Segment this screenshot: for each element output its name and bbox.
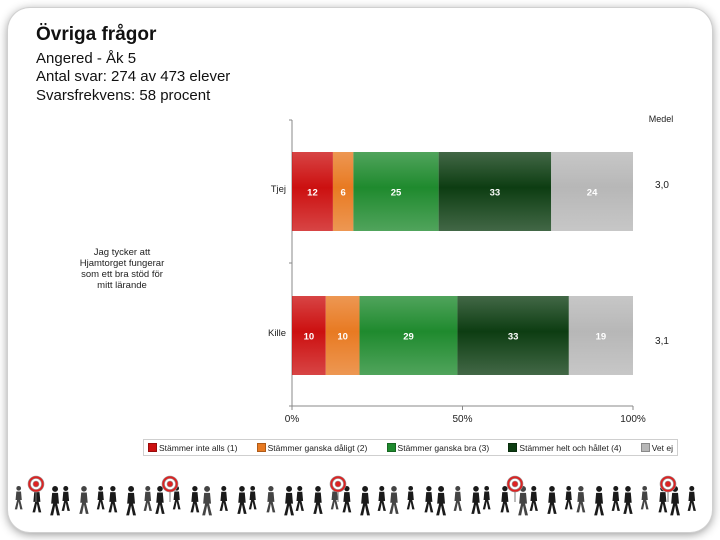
question-label: Jag tycker att Hjamtorget fungerar som ett… xyxy=(80,247,164,291)
legend-label: Stämmer helt och hållet (4) xyxy=(519,442,622,453)
bar-value-label: 24 xyxy=(587,188,598,199)
legend-label: Stämmer ganska dåligt (2) xyxy=(267,442,368,453)
walking-person-icon xyxy=(96,486,105,510)
walking-person-icon xyxy=(266,486,276,513)
bar-segment xyxy=(292,296,326,375)
bar-segment xyxy=(359,296,458,375)
walking-person-icon xyxy=(79,486,89,514)
walking-person-icon xyxy=(313,486,323,514)
walking-person-icon xyxy=(219,486,228,511)
walking-person-icon xyxy=(424,486,434,513)
walking-person-icon xyxy=(471,486,481,514)
question-label-line: som ett bra stöd för xyxy=(81,269,163,280)
bar-segment xyxy=(325,296,360,375)
legend-item: Stämmer ganska bra (3) xyxy=(386,442,490,453)
bar-value-label: 33 xyxy=(508,332,519,343)
target-icon xyxy=(161,475,179,502)
bar-value-label: 6 xyxy=(341,188,346,199)
walking-person-icon xyxy=(594,486,604,516)
legend-swatch xyxy=(148,443,157,452)
legend-swatch xyxy=(256,443,266,452)
walking-person-icon xyxy=(155,486,165,514)
response-rate-line: Svarsfrekvens: 58 procent xyxy=(36,87,211,104)
walking-person-icon xyxy=(190,486,200,513)
walking-person-icon xyxy=(14,486,23,510)
walking-person-icon xyxy=(529,486,538,511)
walking-person-icon xyxy=(284,486,294,516)
legend-item: Stämmer inte alls (1) xyxy=(148,443,237,453)
walking-person-icon xyxy=(640,486,649,510)
bar-value-label: 33 xyxy=(490,188,501,199)
walking-person-icon xyxy=(50,486,60,516)
walking-person-icon xyxy=(547,486,557,514)
x-tick-label: 50% xyxy=(452,414,472,425)
walking-person-icon xyxy=(406,486,415,510)
walking-person-icon xyxy=(108,486,118,513)
walking-person-icon xyxy=(436,486,446,516)
walking-person-icon xyxy=(564,486,573,510)
legend-swatch xyxy=(508,443,518,452)
legend-label: Vet ej xyxy=(651,442,673,453)
bar-value-label: 29 xyxy=(403,332,414,343)
walking-person-icon xyxy=(295,486,304,511)
bar-segment xyxy=(551,152,633,231)
walking-person-icon xyxy=(237,486,247,514)
bar-segment xyxy=(353,152,439,231)
response-count-line: Antal svar: 274 av 473 elever xyxy=(36,68,231,85)
question-label-line: mitt lärande xyxy=(97,280,147,291)
x-tick-label: 0% xyxy=(285,414,300,425)
target-icon xyxy=(659,475,677,502)
walking-person-icon xyxy=(576,486,586,513)
walking-person-icon xyxy=(500,486,510,513)
walking-person-icon xyxy=(342,486,352,513)
legend-item: Stämmer ganska dåligt (2) xyxy=(256,442,368,453)
target-icon xyxy=(506,475,524,502)
mean-value: 3,1 xyxy=(655,336,669,347)
question-label-line: Hjamtorget fungerar xyxy=(80,258,164,269)
walking-person-icon xyxy=(687,486,696,511)
legend-label: Stämmer ganska bra (3) xyxy=(397,442,490,453)
school-grade-line: Angered - Åk 5 xyxy=(36,50,137,67)
walking-person-icon xyxy=(482,486,491,510)
chart-legend: Stämmer inte alls (1) Stämmer ganska dåli… xyxy=(143,439,678,456)
legend-label: Stämmer inte alls (1) xyxy=(159,442,238,453)
legend-item: Vet ej xyxy=(640,442,673,453)
bar-value-label: 12 xyxy=(307,188,318,199)
mean-header: Medel xyxy=(649,114,674,124)
bar-value-label: 25 xyxy=(391,188,402,199)
walking-person-icon xyxy=(611,486,620,511)
bar-segment xyxy=(457,296,569,375)
legend-swatch xyxy=(386,443,396,452)
bar-value-label: 19 xyxy=(596,332,607,343)
target-icon xyxy=(329,475,347,502)
page-title: Övriga frågor xyxy=(36,24,157,45)
mean-value: 3,0 xyxy=(655,180,669,191)
walking-person-icon xyxy=(248,486,257,510)
walking-person-icon xyxy=(518,486,528,516)
question-label-line: Jag tycker att xyxy=(94,247,151,258)
target-icon xyxy=(27,475,45,502)
walking-person-icon xyxy=(377,486,386,511)
walking-person-icon xyxy=(389,486,399,514)
walking-person-icon xyxy=(126,486,136,516)
bar-segment xyxy=(568,296,633,375)
bar-segment xyxy=(292,152,333,231)
bar-value-label: 10 xyxy=(304,332,315,343)
bar-segment xyxy=(332,152,354,231)
category-label: Kille xyxy=(268,328,286,339)
legend-item: Stämmer helt och hållet (4) xyxy=(508,443,621,453)
walking-person-icon xyxy=(143,486,152,511)
bar-segment xyxy=(438,152,552,231)
x-tick-label: 100% xyxy=(620,414,646,425)
walking-person-icon xyxy=(202,486,212,516)
legend-swatch xyxy=(640,443,650,452)
walking-person-icon xyxy=(453,486,462,511)
walking-person-icon xyxy=(360,486,370,516)
walking-person-icon xyxy=(61,486,70,511)
walking-people-footer-graphic xyxy=(14,475,696,516)
category-label: Tjej xyxy=(271,184,286,195)
walking-person-icon xyxy=(623,486,633,514)
bar-value-label: 10 xyxy=(337,332,348,343)
